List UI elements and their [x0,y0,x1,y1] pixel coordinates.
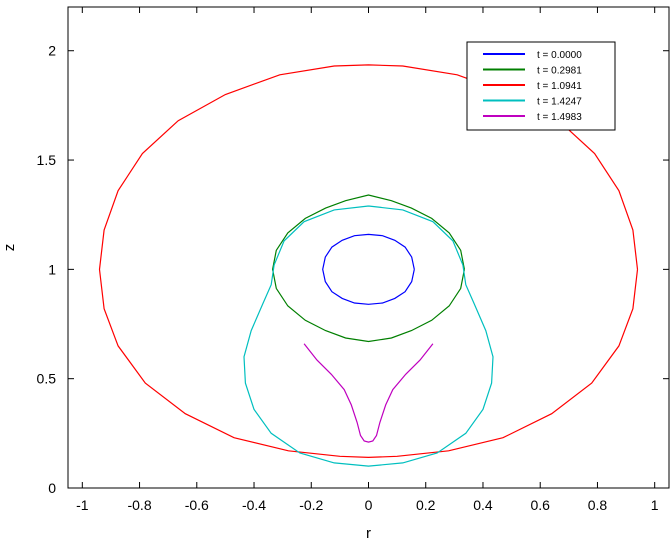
x-tick-label: -0.2 [299,497,323,513]
ticks-layer: -1 -0.8 -0.6 -0.4 -0.2 0 0.2 0.4 0.6 0.8 1 0 0.5 1 1.5… [37,7,669,513]
series-line-4 [303,343,434,443]
legend-entry-label: t = 1.0941 [537,81,582,92]
series-line-0 [322,233,415,305]
x-tick-label: -0.4 [242,497,266,513]
x-tick-label: 0.6 [530,497,550,513]
x-tick-label: 0.8 [588,497,608,513]
y-tick-label: 0 [48,480,56,496]
x-tick-label: 0 [365,497,373,513]
legend-entry-label: t = 0.0000 [537,50,582,61]
y-tick-label: 0.5 [37,371,57,387]
x-tick-label: 0.4 [473,497,493,513]
y-tick-label: 1 [48,261,56,277]
x-tick-label: 0.2 [416,497,436,513]
y-tick-label: 1.5 [37,152,57,168]
series-line-3 [243,205,494,467]
x-tick-label: -0.6 [185,497,209,513]
x-tick-label: -0.8 [127,497,151,513]
legend-entry-label: t = 1.4983 [537,112,582,123]
y-tick-label: 2 [48,43,56,59]
legend-entry-label: t = 1.4247 [537,97,582,108]
series-line-1 [271,194,465,343]
x-tick-label: -1 [76,497,89,513]
x-tick-label: 1 [651,497,659,513]
x-axis-label: r [366,525,371,542]
y-axis-label: z [1,244,18,252]
legend: t = 0.0000 t = 0.2981 t = 1.0941 t = 1.4247… [466,41,616,131]
legend-entry-label: t = 0.2981 [537,66,582,77]
